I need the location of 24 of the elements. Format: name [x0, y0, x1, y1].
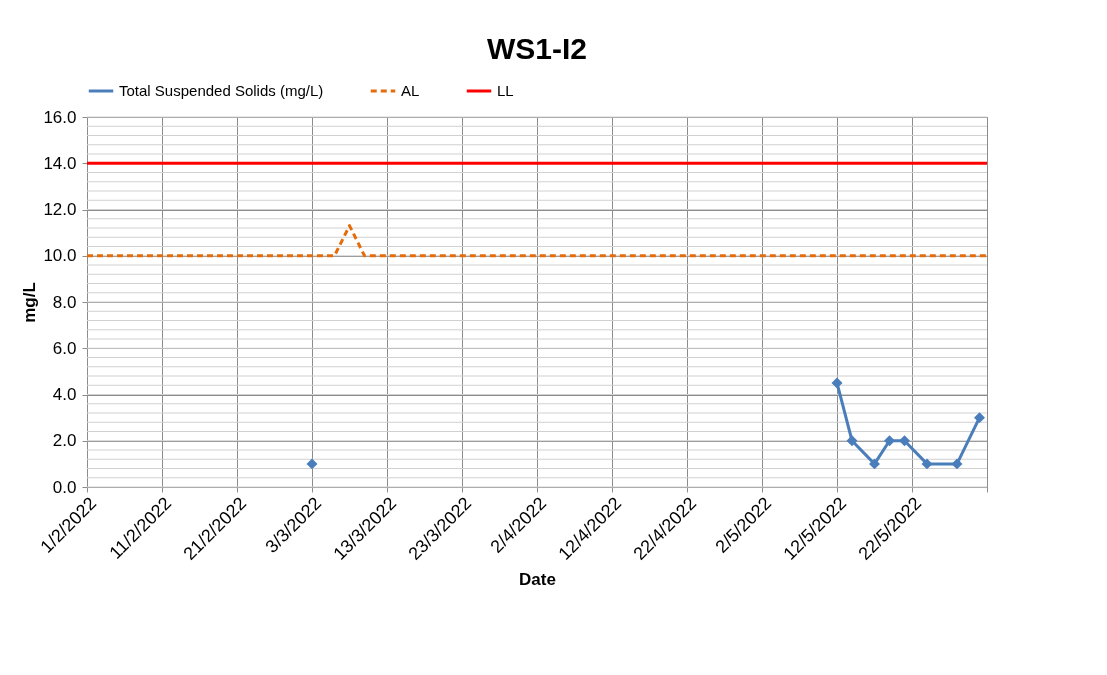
y-tick-label: 0.0	[52, 477, 77, 497]
y-tick-label: 12.0	[43, 200, 77, 219]
point	[884, 435, 895, 447]
y-tick-label: 4.0	[52, 385, 77, 404]
point	[869, 458, 880, 470]
chart-title: WS1-I2	[486, 32, 588, 65]
y-tick-label: 6.0	[52, 338, 77, 358]
y-tick-label: 2.0	[52, 431, 77, 451]
point	[831, 377, 843, 389]
legend-label: LL	[497, 82, 514, 99]
legend-label: AL	[401, 82, 420, 99]
point	[951, 458, 963, 470]
point	[899, 435, 910, 447]
point	[974, 412, 985, 424]
legend-label: Total Suspended Solids (mg/L)	[119, 82, 324, 99]
y-tick-label: 10.0	[43, 246, 77, 266]
point	[921, 458, 933, 470]
y-tick-label: 14.0	[43, 153, 77, 173]
y-tick-label: 16.0	[43, 107, 77, 127]
point	[306, 458, 318, 470]
y-axis-title: mg/L	[20, 282, 40, 323]
point	[846, 435, 858, 447]
x-axis-title: Date	[519, 569, 556, 589]
y-tick-label: 8.0	[52, 292, 77, 312]
